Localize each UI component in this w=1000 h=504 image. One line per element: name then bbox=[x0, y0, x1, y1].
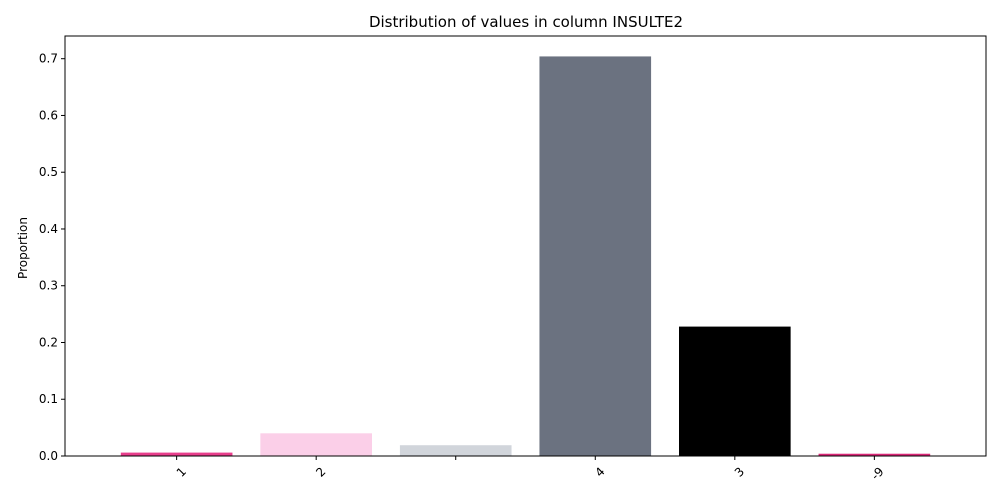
bar-4 bbox=[539, 56, 652, 457]
y-tick-label: 0.3 bbox=[39, 279, 58, 293]
y-tick-label: 0.2 bbox=[39, 335, 58, 349]
x-ticks-group: 1 2 4 3 -9 bbox=[174, 456, 887, 483]
bar-3 bbox=[679, 326, 791, 456]
y-axis-label: Proportion bbox=[16, 217, 30, 279]
plot-area bbox=[64, 35, 987, 457]
chart-title: Distribution of values in column INSULTE… bbox=[369, 13, 683, 31]
bar--9 bbox=[818, 453, 931, 456]
x-tick-label: 1 bbox=[174, 464, 189, 479]
y-tick-label: 0.0 bbox=[39, 449, 58, 463]
y-tick-label: 0.5 bbox=[39, 165, 58, 179]
x-tick-label: 3 bbox=[732, 464, 747, 479]
bar-2 bbox=[260, 433, 372, 456]
x-tick-label: -9 bbox=[868, 464, 886, 482]
axes-frame bbox=[64, 35, 987, 457]
x-tick-label: 2 bbox=[313, 464, 328, 479]
bars-group bbox=[120, 56, 931, 457]
y-tick-label: 0.1 bbox=[39, 392, 58, 406]
x-tick-label: 4 bbox=[592, 464, 607, 479]
y-tick-label: 0.4 bbox=[39, 222, 58, 236]
y-tick-label: 0.7 bbox=[39, 52, 58, 66]
bar-1 bbox=[120, 452, 233, 456]
y-tick-label: 0.6 bbox=[39, 108, 58, 122]
bar-blank bbox=[399, 445, 512, 456]
y-ticks-group: 0.0 0.1 0.2 0.3 0.4 0.5 0.6 0.7 bbox=[39, 52, 65, 463]
